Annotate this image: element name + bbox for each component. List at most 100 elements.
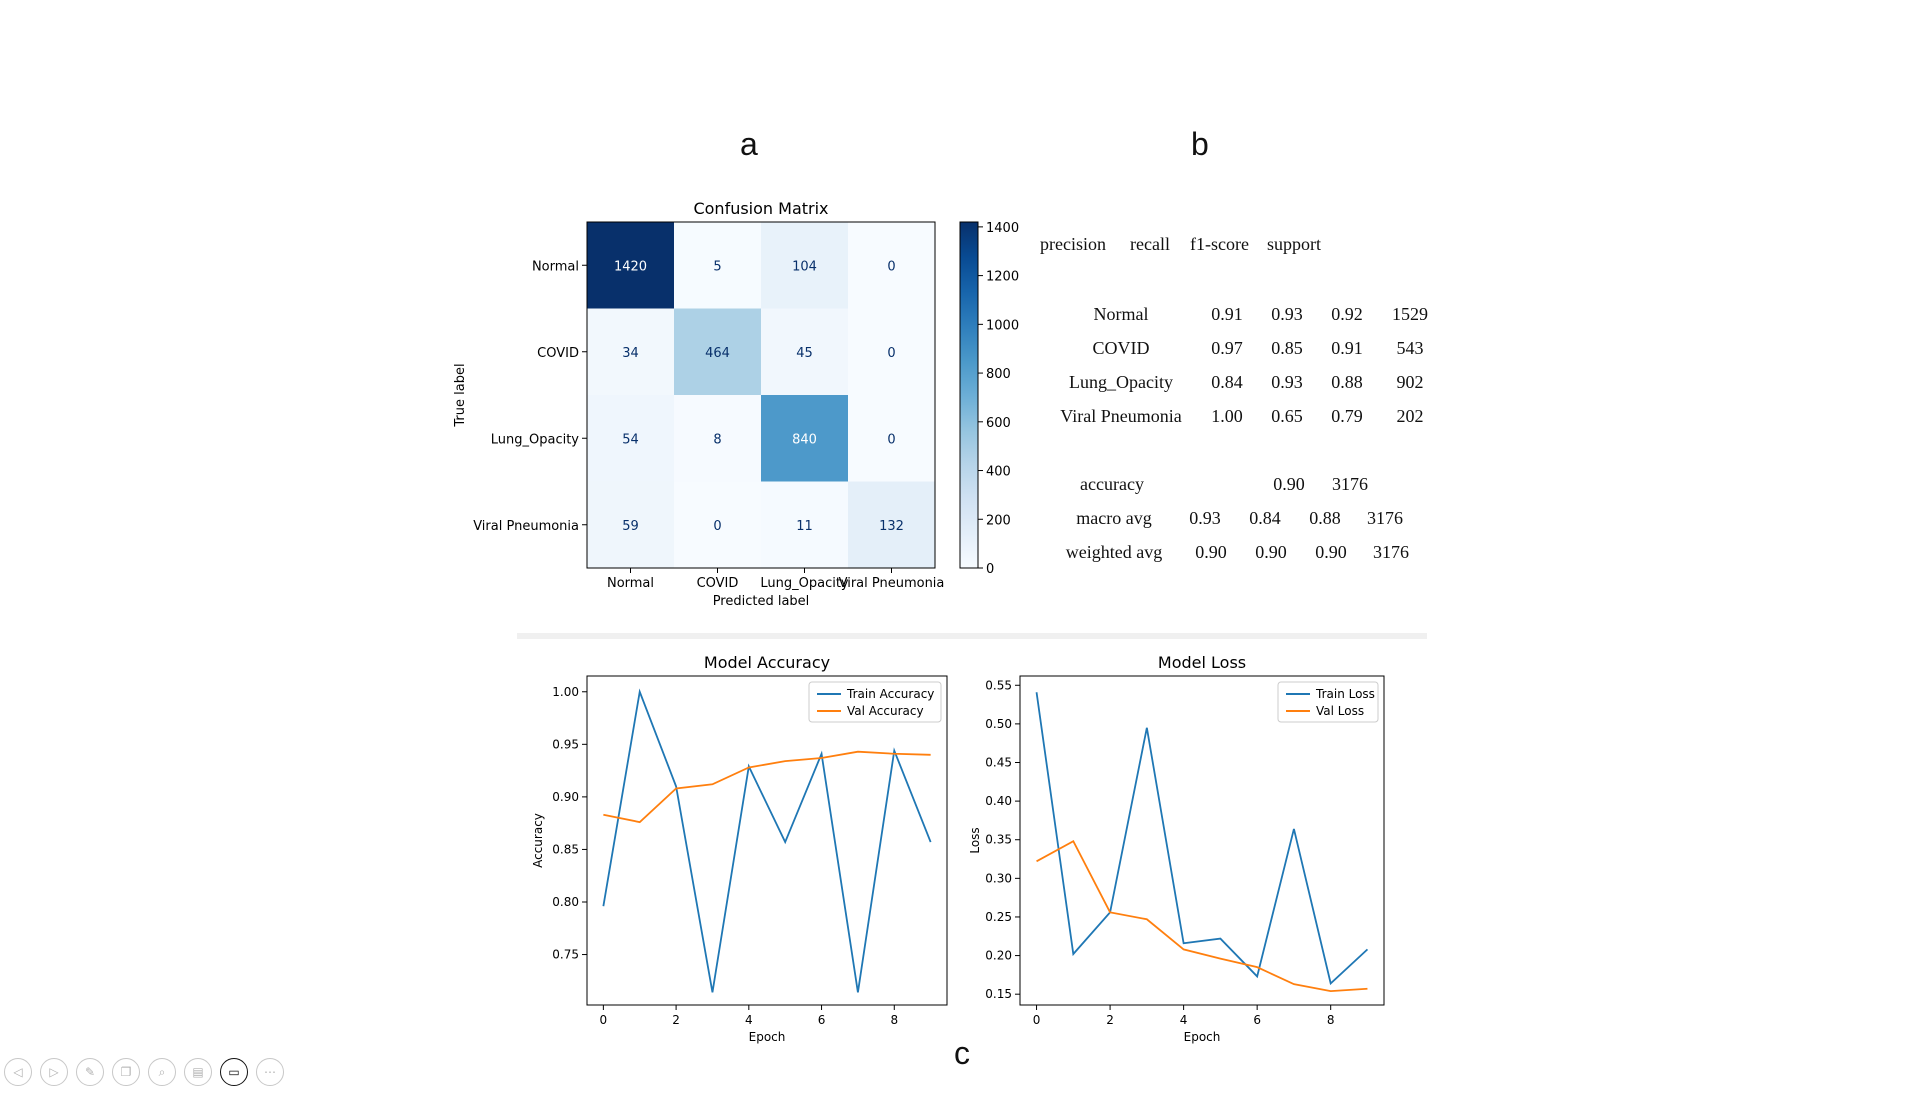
- report-row-support: 202: [1396, 406, 1424, 426]
- series-line-1: [1036, 840, 1368, 993]
- series-line-0: [1035, 692, 1369, 986]
- report-row-recall: 0.65: [1271, 406, 1303, 426]
- plot-frame: [1019, 675, 1385, 1006]
- report-weighted-avg-f1: 0.90: [1315, 542, 1347, 562]
- legend-entry: Val Accuracy: [847, 704, 924, 718]
- report-row-f1: 0.88: [1331, 372, 1363, 392]
- cm-cell-value: 0: [887, 259, 895, 274]
- cm-x-tick-label: Lung_Opacity: [760, 576, 849, 591]
- y-tick-label: 0.15: [985, 987, 1012, 1001]
- colorbar-tick-label: 1200: [986, 270, 1019, 285]
- report-row-recall: 0.85: [1271, 338, 1303, 358]
- cm-cell: [848, 222, 935, 309]
- report-row-recall: 0.93: [1271, 372, 1303, 392]
- subtitles-icon[interactable]: ▤: [184, 1058, 212, 1086]
- cm-cell-value: 59: [622, 519, 639, 534]
- report-header-precision: precision: [1040, 234, 1106, 254]
- cm-frame: [586, 221, 936, 569]
- arrow-right-icon[interactable]: ▷: [40, 1058, 68, 1086]
- cm-cell-value: 8: [713, 432, 721, 447]
- cm-cell: [848, 395, 935, 482]
- cm-cell: [587, 395, 674, 482]
- y-tick-label: 0.50: [985, 717, 1012, 731]
- colorbar: [959, 221, 979, 569]
- series-line-0: [602, 688, 932, 993]
- pen-icon[interactable]: ✎: [76, 1058, 104, 1086]
- arrow-left-icon[interactable]: ◁: [4, 1058, 32, 1086]
- cm-cell-value: 11: [796, 519, 813, 534]
- x-axis-label: Epoch: [1184, 1030, 1221, 1044]
- colorbar-tick-label: 0: [986, 562, 994, 577]
- x-tick-label: 6: [818, 1013, 826, 1027]
- cm-y-tick-label: COVID: [537, 346, 579, 361]
- y-axis-label: Loss: [968, 827, 982, 853]
- x-tick-label: 8: [890, 1013, 898, 1027]
- cm-cell: [761, 308, 848, 395]
- cm-cell-value: 0: [713, 519, 721, 534]
- y-tick-label: 1.00: [552, 685, 579, 699]
- cm-y-tick-label: Normal: [532, 259, 579, 274]
- cm-cell: [761, 222, 848, 309]
- model-accuracy-title: Model Accuracy: [704, 653, 830, 672]
- panel-label-a: a: [740, 126, 758, 162]
- plot-frame: [586, 675, 948, 1006]
- y-tick-label: 0.90: [552, 790, 579, 804]
- cm-cell: [587, 308, 674, 395]
- cm-y-tick-label: Lung_Opacity: [491, 432, 580, 447]
- camera-icon[interactable]: ▭: [220, 1058, 248, 1086]
- report-accuracy-support: 3176: [1332, 474, 1368, 494]
- panel-divider: [517, 633, 1427, 639]
- report-macro-avg-recall: 0.84: [1249, 508, 1281, 528]
- legend-entry: Train Accuracy: [846, 687, 934, 701]
- slides-icon[interactable]: ❐: [112, 1058, 140, 1086]
- more-icon[interactable]: ⋯: [256, 1058, 284, 1086]
- report-row-precision: 1.00: [1211, 406, 1243, 426]
- cm-x-tick-label: COVID: [697, 576, 739, 591]
- x-tick-label: 2: [672, 1013, 680, 1027]
- report-row-precision: 0.84: [1211, 372, 1243, 392]
- zoom-icon[interactable]: ⌕: [148, 1058, 176, 1086]
- x-tick-label: 4: [745, 1013, 753, 1027]
- cm-cell: [761, 395, 848, 482]
- series-line-1: [603, 750, 931, 824]
- report-macro-avg-label: macro avg: [1076, 508, 1152, 528]
- colorbar-tick-label: 200: [986, 513, 1011, 528]
- cm-cell-value: 464: [705, 346, 730, 361]
- cm-y-tick-label: Viral Pneumonia: [473, 519, 579, 534]
- model-loss-title: Model Loss: [1158, 653, 1246, 672]
- cm-x-tick-label: Viral Pneumonia: [839, 576, 945, 591]
- legend-entry: Val Loss: [1316, 704, 1364, 718]
- report-row-f1: 0.79: [1331, 406, 1363, 426]
- cm-cell-value: 104: [792, 259, 817, 274]
- y-tick-label: 0.75: [552, 948, 579, 962]
- y-tick-label: 0.95: [552, 737, 579, 751]
- report-accuracy-value: 0.90: [1273, 474, 1305, 494]
- cm-cell: [587, 481, 674, 568]
- x-tick-label: 8: [1327, 1013, 1335, 1027]
- cm-cell: [848, 481, 935, 568]
- report-weighted-avg-precision: 0.90: [1195, 542, 1227, 562]
- classification-report: precision recall f1-score support Normal 0.91…: [1040, 228, 1460, 588]
- cm-cell-value: 5: [713, 259, 721, 274]
- y-tick-label: 0.80: [552, 895, 579, 909]
- y-tick-label: 0.20: [985, 949, 1012, 963]
- report-weighted-avg-label: weighted avg: [1065, 542, 1163, 562]
- cm-cell: [674, 395, 761, 482]
- y-axis-label: Accuracy: [531, 813, 545, 868]
- cm-x-tick-label: Normal: [607, 576, 654, 591]
- cm-cell-value: 0: [887, 346, 895, 361]
- report-row-recall: 0.93: [1271, 304, 1303, 324]
- report-header-f1-score: f1-score: [1190, 234, 1249, 254]
- legend-entry: Train Loss: [1315, 687, 1375, 701]
- colorbar-tick-label: 800: [986, 367, 1011, 382]
- legend-box: [808, 681, 942, 723]
- colorbar-tick-label: 1400: [986, 221, 1019, 236]
- report-weighted-avg-support: 3176: [1373, 542, 1409, 562]
- report-row-f1: 0.91: [1331, 338, 1363, 358]
- report-row-label: Viral Pneumonia: [1060, 406, 1182, 426]
- colorbar-tick-label: 400: [986, 465, 1011, 480]
- presenter-toolbar: ◁ ▷ ✎ ❐ ⌕ ▤ ▭ ⋯: [4, 1058, 284, 1094]
- y-tick-label: 0.85: [552, 842, 579, 856]
